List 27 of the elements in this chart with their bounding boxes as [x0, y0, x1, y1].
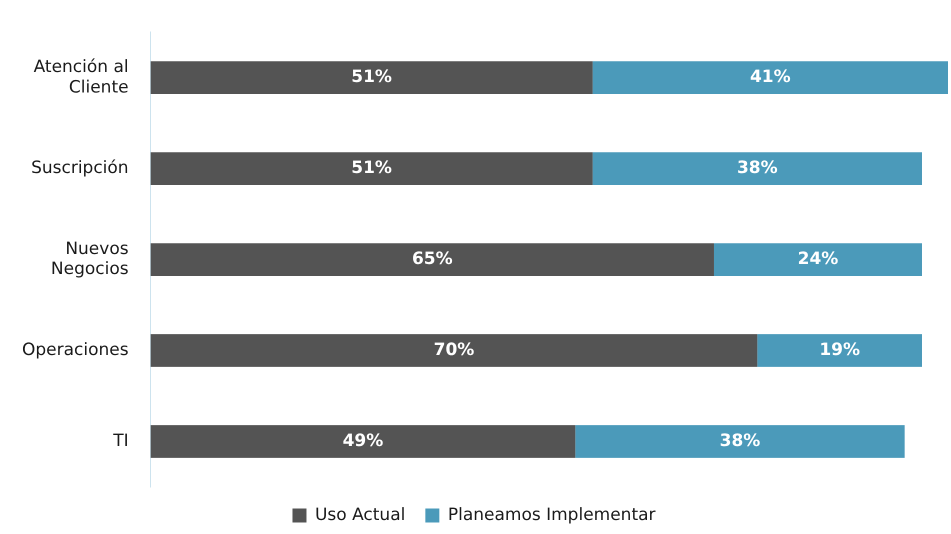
bar	[150, 61, 593, 94]
bar	[150, 152, 593, 186]
data-label: 51%	[351, 67, 392, 88]
bar	[575, 425, 905, 458]
data-label: 51%	[351, 158, 392, 178]
y-tick-label: Nuevos Negocios	[50, 238, 129, 280]
data-label: 41%	[750, 67, 791, 88]
data-label: 38%	[720, 430, 760, 451]
legend-label: Planeamos Implementar	[448, 504, 656, 525]
bar	[150, 243, 714, 276]
data-label: 24%	[798, 249, 838, 270]
data-label: 49%	[342, 430, 384, 451]
data-label: 19%	[819, 340, 860, 360]
y-tick-label: Operaciones	[22, 340, 129, 360]
bar	[592, 152, 922, 186]
data-label: 70%	[434, 340, 474, 360]
y-tick-label: Atención al Cliente	[34, 56, 129, 98]
bar	[714, 243, 922, 276]
data-label: 38%	[736, 158, 778, 178]
data-label: 65%	[412, 249, 453, 270]
bar	[592, 61, 948, 94]
y-tick-label: TI	[112, 430, 129, 451]
bar	[150, 334, 758, 367]
bar	[150, 425, 576, 458]
legend-label: Uso Actual	[314, 504, 406, 525]
bar	[757, 334, 922, 367]
y-tick-label: Suscripción	[31, 158, 129, 178]
